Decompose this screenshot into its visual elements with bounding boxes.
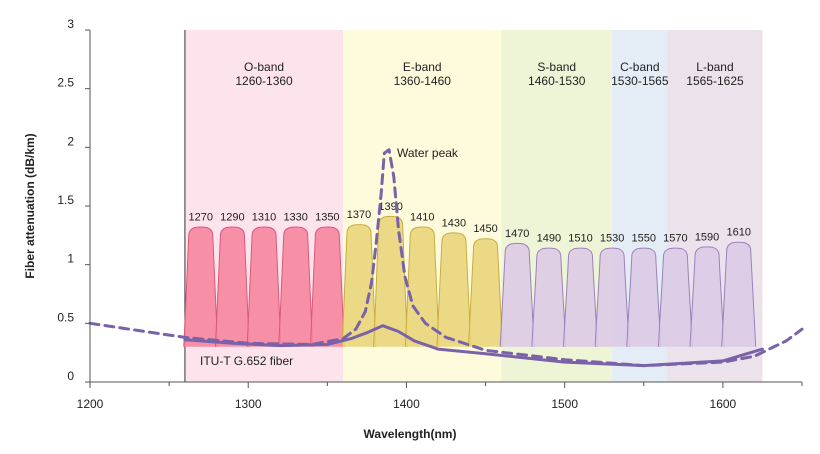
channel-passband	[468, 238, 504, 347]
channel-passband	[594, 247, 630, 347]
x-axis-title: Wavelength(nm)	[364, 427, 457, 441]
band-range-label: 1460-1530	[528, 74, 586, 88]
band-range-label: 1530-1565	[611, 74, 669, 88]
channel-label: 1290	[220, 211, 244, 223]
axis-ticks: 0 0.5 1 1.5 2 2.5 3 1200 1300 1400 1500 1600	[57, 17, 803, 411]
water-peak-curve	[88, 148, 804, 368]
band-range-label: 1360-1460	[394, 74, 452, 88]
g652-fiber-curve	[183, 324, 764, 368]
channel-passband	[309, 226, 345, 347]
channel-passband	[499, 242, 535, 347]
water-peak-annotation: Water peak	[397, 146, 459, 160]
channel-label: 1310	[252, 211, 276, 223]
channel-label: 1470	[505, 228, 529, 240]
channel-passband	[214, 226, 250, 347]
channel-label: 1570	[663, 233, 687, 245]
y-tick-label: 2	[67, 134, 74, 148]
channel-label: 1590	[695, 231, 719, 243]
y-tick-label: 3	[67, 17, 74, 31]
band-name-label: S-band	[537, 60, 576, 74]
channel-label: 1610	[726, 227, 750, 239]
band-name-label: L-band	[696, 60, 733, 74]
channel-label: 1430	[442, 217, 466, 229]
channel-label: 1330	[283, 211, 307, 223]
band-name-label: E-band	[403, 60, 442, 74]
x-tick-label: 1300	[235, 397, 262, 411]
fiber-label-annotation: ITU-T G.652 fiber	[200, 354, 293, 368]
band-name-label: C-band	[620, 60, 659, 74]
y-axis-title: Fiber attenuation (dB/km)	[23, 133, 37, 278]
channel-passband	[404, 226, 440, 347]
channel-passband	[278, 226, 314, 347]
channel-label: 1490	[537, 233, 561, 245]
band-range-label: 1565-1625	[686, 74, 744, 88]
y-tick-label: 2.5	[57, 76, 74, 90]
channel-passband	[562, 247, 598, 347]
channel-label: 1410	[410, 211, 434, 223]
y-tick-label: 1.5	[57, 193, 74, 207]
cwdm-channels	[183, 215, 757, 347]
channel-passband	[341, 224, 377, 347]
channel-passband	[689, 246, 725, 347]
channel-passband	[436, 232, 472, 347]
channel-passband	[531, 247, 567, 347]
channel-passband	[246, 226, 282, 347]
channel-passband	[657, 247, 693, 347]
band-name-label: O-band	[244, 60, 284, 74]
channel-passband	[373, 215, 409, 347]
channel-passband	[183, 226, 219, 347]
channel-label: 1550	[632, 233, 656, 245]
channel-labels: 1270 1290 1310 1330 1350 1370 1390 1410 1430 1450…	[189, 201, 751, 245]
channel-label: 1390	[378, 201, 402, 213]
x-tick-label: 1500	[551, 397, 578, 411]
channel-label: 1450	[473, 223, 497, 235]
band-range-label: 1260-1360	[235, 74, 293, 88]
y-tick-label: 0.5	[57, 310, 74, 324]
channel-passband	[626, 247, 662, 347]
attenuation-curves	[88, 148, 804, 368]
y-tick-label: 0	[67, 369, 74, 383]
channel-passband	[721, 241, 757, 347]
channel-label: 1530	[600, 233, 624, 245]
channel-label: 1510	[568, 233, 592, 245]
channel-label: 1370	[347, 209, 371, 221]
y-tick-label: 1	[67, 252, 74, 266]
x-tick-label: 1400	[393, 397, 420, 411]
channel-label: 1270	[189, 211, 213, 223]
channel-label: 1350	[315, 211, 339, 223]
x-tick-label: 1200	[77, 397, 104, 411]
x-tick-label: 1600	[710, 397, 737, 411]
